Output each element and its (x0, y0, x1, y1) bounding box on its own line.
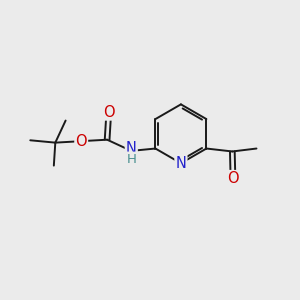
Text: H: H (126, 153, 136, 166)
Text: O: O (103, 104, 114, 119)
Text: N: N (176, 156, 186, 171)
Text: O: O (75, 134, 87, 149)
Text: O: O (227, 171, 239, 186)
Text: N: N (126, 141, 137, 156)
